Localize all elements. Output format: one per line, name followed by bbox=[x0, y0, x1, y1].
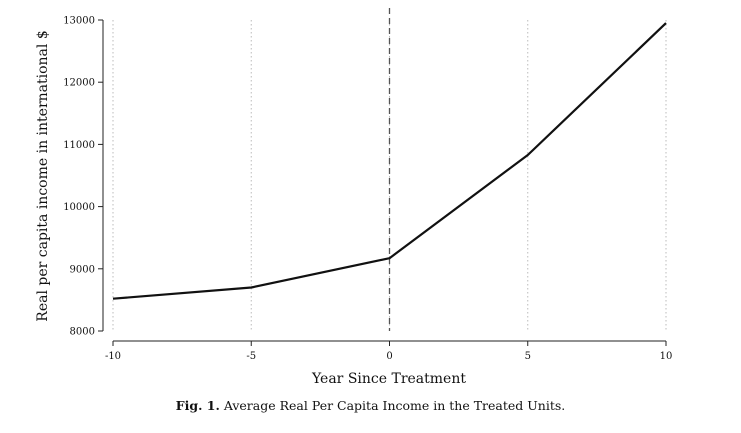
ticks: 8000 9000 10000 11000 12000 13000 -10 -5 0 5 10 bbox=[63, 16, 672, 363]
x-axis-title: Year Since Treatment bbox=[311, 371, 466, 387]
y-tick-label: 10000 bbox=[63, 202, 95, 213]
y-tick-label: 12000 bbox=[63, 78, 95, 89]
x-tick-label: 5 bbox=[525, 351, 531, 362]
line-chart: 8000 9000 10000 11000 12000 13000 -10 -5 0 5 10 Ye… bbox=[35, 8, 672, 387]
caption-text: Average Real Per Capita Income in the Tr… bbox=[223, 398, 566, 413]
x-gridlines bbox=[112, 20, 667, 331]
y-axis-title: Real per capita income in international … bbox=[35, 30, 51, 321]
series bbox=[112, 22, 667, 300]
x-tick-label: -10 bbox=[105, 351, 121, 362]
x-tick-label: -5 bbox=[246, 351, 256, 362]
y-tick-label: 9000 bbox=[70, 264, 95, 275]
x-tick-label: 10 bbox=[660, 351, 673, 362]
y-tick-label: 13000 bbox=[63, 16, 95, 27]
figure-caption: Fig. 1. Average Real Per Capita Income i… bbox=[0, 398, 741, 413]
y-tick-label: 11000 bbox=[63, 140, 95, 151]
series-line bbox=[112, 22, 667, 300]
caption-label: Fig. 1. bbox=[175, 398, 220, 413]
x-tick-label: 0 bbox=[386, 351, 392, 362]
y-tick-label: 8000 bbox=[70, 327, 95, 338]
